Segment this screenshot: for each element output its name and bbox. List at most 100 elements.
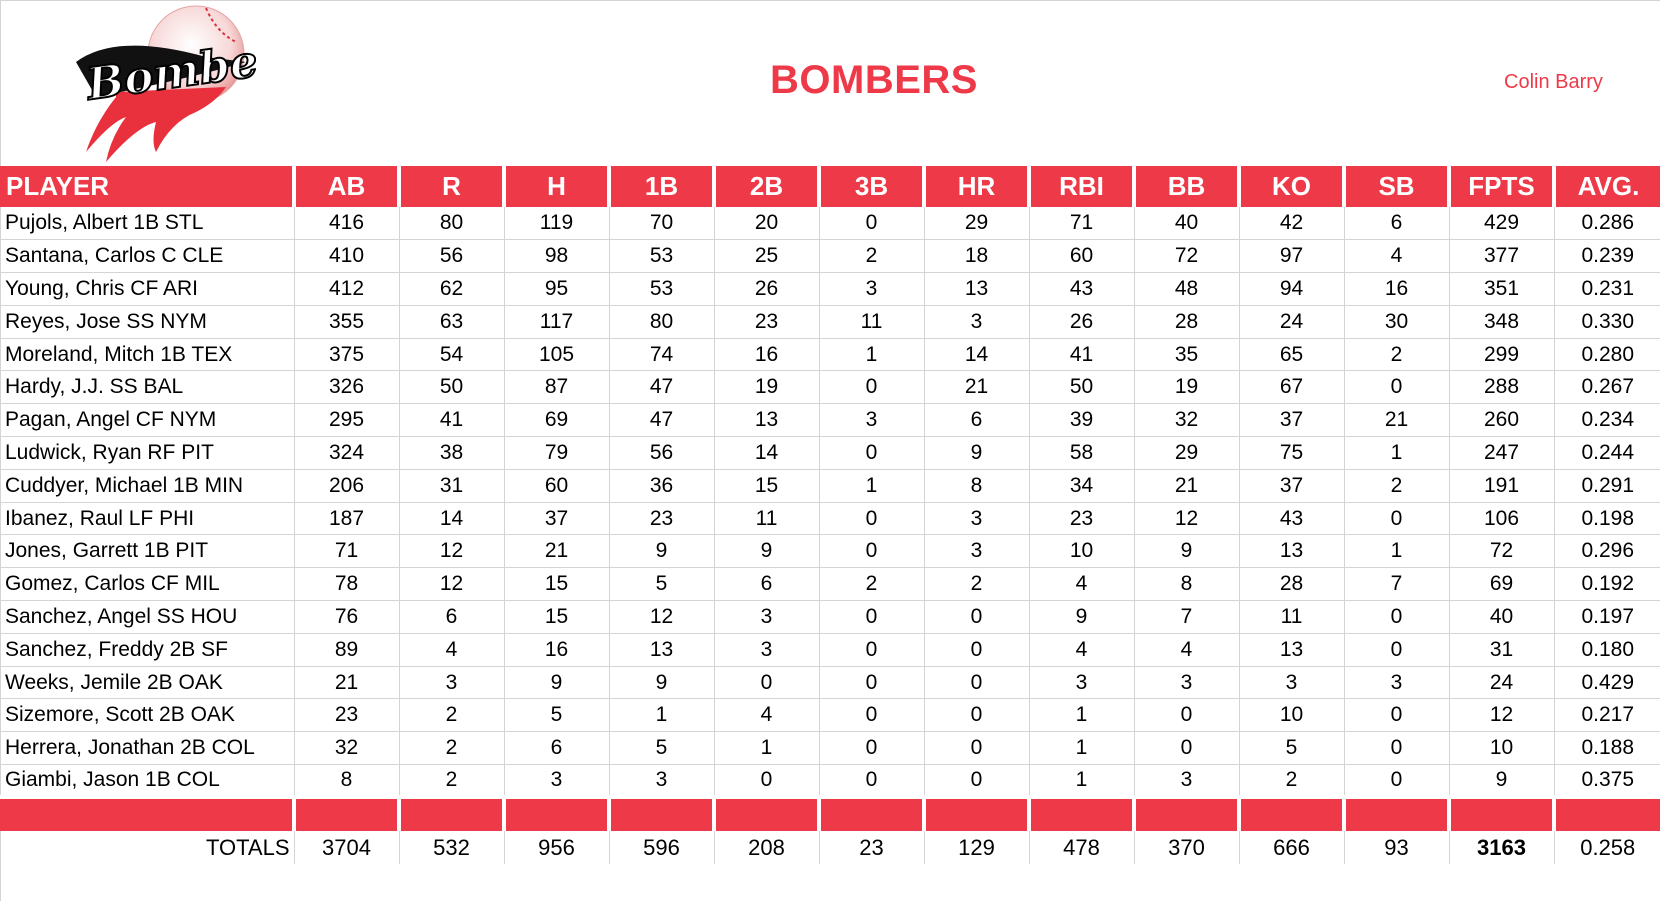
stat-cell-avg: 0.330 [1553, 305, 1660, 339]
stat-cell-1b: 23 [608, 502, 714, 536]
stat-cell-h: 21 [503, 534, 609, 569]
stat-cell-rbi: 34 [1028, 469, 1134, 503]
stat-cell-r: 4 [398, 633, 504, 667]
table-row: Young, Chris CF ARI 412 62 95 53 26 3 13 43 48 94 1… [0, 272, 1660, 306]
stat-cell-ko: 97 [1238, 239, 1344, 274]
column-header-r: R [397, 166, 504, 207]
total-cell-fpts: 3163 [1448, 831, 1554, 865]
stat-cell-fpts: 351 [1448, 272, 1554, 306]
stat-cell-fpts: 9 [1448, 764, 1554, 798]
stat-cell-h: 9 [503, 666, 609, 700]
stat-cell-sb: 1 [1343, 534, 1449, 569]
stat-cell-bb: 12 [1133, 502, 1239, 536]
stat-cell-sb: 0 [1343, 698, 1449, 733]
stat-cell-bb: 3 [1133, 666, 1239, 700]
stat-cell-rbi: 1 [1028, 764, 1134, 798]
player-name: Ludwick, Ryan RF PIT [0, 436, 294, 470]
stat-cell-sb: 0 [1343, 600, 1449, 634]
table-row: Ibanez, Raul LF PHI 187 14 37 23 11 0 3 23 12 43 0 1… [0, 502, 1660, 536]
stat-cell-ab: 8 [293, 764, 399, 798]
table-row: Pujols, Albert 1B STL 416 80 119 70 20 0 29 71 40… [0, 207, 1660, 241]
stat-cell-ab: 78 [293, 567, 399, 602]
stat-cell-3b: 3 [818, 272, 924, 306]
stat-cell-hr: 0 [923, 698, 1029, 733]
table-row: Sanchez, Angel SS HOU 76 6 15 12 3 0 0 9 7 11 0 40 0.… [0, 600, 1660, 634]
column-header-ko: KO [1237, 166, 1344, 207]
stat-cell-3b: 0 [818, 731, 924, 766]
stat-cell-3b: 0 [818, 207, 924, 241]
total-cell-avg: 0.258 [1553, 831, 1660, 865]
stat-cell-h: 15 [503, 600, 609, 634]
stat-cell-bb: 35 [1133, 338, 1239, 372]
stat-cell-ko: 5 [1238, 731, 1344, 766]
column-header-h: H [502, 166, 609, 207]
stat-cell-h: 105 [503, 338, 609, 372]
total-cell-sb: 93 [1343, 831, 1449, 865]
band-cell [1027, 795, 1134, 832]
band-cell [712, 795, 819, 832]
owner-name: Colin Barry [1504, 71, 1603, 93]
table-row: Sanchez, Freddy 2B SF 89 4 16 13 3 0 0 4 4 13 0 31 0.… [0, 633, 1660, 667]
band-cell [0, 795, 294, 832]
stat-cell-ab: 295 [293, 403, 399, 438]
stat-cell-ko: 28 [1238, 567, 1344, 602]
stat-cell-1b: 70 [608, 207, 714, 241]
stat-cell-r: 80 [398, 207, 504, 241]
stat-cell-1b: 12 [608, 600, 714, 634]
stat-cell-bb: 40 [1133, 207, 1239, 241]
stat-cell-ko: 11 [1238, 600, 1344, 634]
table-row: Ludwick, Ryan RF PIT 324 38 79 56 14 0 9 58 29 75 1… [0, 436, 1660, 470]
stat-cell-fpts: 288 [1448, 370, 1554, 405]
stat-cell-3b: 0 [818, 502, 924, 536]
stat-cell-rbi: 60 [1028, 239, 1134, 274]
stat-cell-rbi: 10 [1028, 534, 1134, 569]
stat-cell-bb: 8 [1133, 567, 1239, 602]
stat-cell-avg: 0.280 [1553, 338, 1660, 372]
stat-cell-bb: 0 [1133, 731, 1239, 766]
stat-cell-fpts: 12 [1448, 698, 1554, 733]
stat-cell-ab: 326 [293, 370, 399, 405]
header-row: PLAYER AB R H 1B 2B 3B HR RBI BB KO SB FPTS AVG. [0, 166, 1660, 207]
total-cell-1b: 596 [608, 831, 714, 865]
stat-cell-avg: 0.192 [1553, 567, 1660, 602]
stat-cell-avg: 0.239 [1553, 239, 1660, 274]
stat-cell-ko: 65 [1238, 338, 1344, 372]
player-name: Jones, Garrett 1B PIT [0, 534, 294, 569]
stat-cell-ko: 94 [1238, 272, 1344, 306]
stat-cell-1b: 5 [608, 567, 714, 602]
total-cell-h: 956 [503, 831, 609, 865]
stat-cell-avg: 0.244 [1553, 436, 1660, 470]
stat-cell-ko: 2 [1238, 764, 1344, 798]
stat-cell-avg: 0.231 [1553, 272, 1660, 306]
column-header-sb: SB [1342, 166, 1449, 207]
stat-cell-hr: 0 [923, 764, 1029, 798]
player-name: Weeks, Jemile 2B OAK [0, 666, 294, 700]
stat-cell-2b: 14 [713, 436, 819, 470]
stat-cell-1b: 53 [608, 272, 714, 306]
stat-cell-rbi: 41 [1028, 338, 1134, 372]
table-row: Giambi, Jason 1B COL 8 2 3 3 0 0 0 1 3 2 0 9 0.375 [0, 764, 1660, 798]
stat-cell-ko: 13 [1238, 633, 1344, 667]
stat-cell-r: 6 [398, 600, 504, 634]
stat-cell-ko: 3 [1238, 666, 1344, 700]
table-row: Santana, Carlos C CLE 410 56 98 53 25 2 18 60 72 9… [0, 239, 1660, 274]
stat-cell-ab: 76 [293, 600, 399, 634]
table-row: Reyes, Jose SS NYM 355 63 117 80 23 11 3 26 28 24 3… [0, 305, 1660, 339]
band-cell [817, 795, 924, 832]
stat-cell-h: 98 [503, 239, 609, 274]
total-cell-2b: 208 [713, 831, 819, 865]
total-cell-bb: 370 [1133, 831, 1239, 865]
band-cell [1552, 795, 1660, 832]
stat-cell-avg: 0.180 [1553, 633, 1660, 667]
stat-cell-2b: 23 [713, 305, 819, 339]
stat-cell-ko: 43 [1238, 502, 1344, 536]
stat-cell-fpts: 191 [1448, 469, 1554, 503]
stat-cell-ko: 67 [1238, 370, 1344, 405]
stat-cell-h: 79 [503, 436, 609, 470]
stat-cell-h: 37 [503, 502, 609, 536]
stat-cell-sb: 0 [1343, 764, 1449, 798]
stat-cell-2b: 25 [713, 239, 819, 274]
stat-cell-r: 2 [398, 764, 504, 798]
stat-cell-hr: 0 [923, 633, 1029, 667]
stat-cell-rbi: 58 [1028, 436, 1134, 470]
